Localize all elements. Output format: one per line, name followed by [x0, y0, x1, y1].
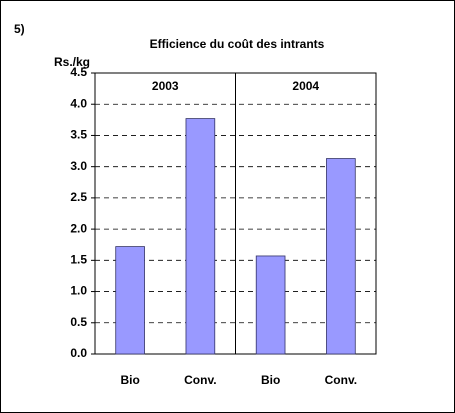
y-tick-label: 3.0	[70, 159, 87, 173]
bar	[255, 255, 286, 355]
y-tick-label: 1.5	[70, 253, 87, 267]
x-tick-label: Conv.	[184, 373, 216, 387]
bar	[115, 246, 145, 355]
y-axis-label: Rs./kg	[54, 55, 90, 69]
y-tick-label: 3.5	[70, 128, 87, 142]
y-tick-label: 1.0	[70, 284, 87, 298]
y-tick-label: 2.0	[70, 221, 87, 235]
y-tick-label: 2.5	[70, 190, 87, 204]
y-tick-label: 0.0	[70, 346, 87, 360]
bar	[185, 118, 216, 355]
y-tick-label: 4.0	[70, 96, 87, 110]
y-tick-label: 0.5	[70, 315, 87, 329]
x-tick-label: Bio	[261, 373, 280, 387]
bar	[326, 158, 356, 355]
x-tick-label: Bio	[120, 373, 139, 387]
chart-title: Efficience du coût des intrants	[150, 37, 325, 51]
group-label: 2004	[292, 79, 319, 93]
x-tick-label: Conv.	[325, 373, 357, 387]
group-label: 2003	[152, 79, 179, 93]
y-tick-label: 4.5	[70, 65, 87, 79]
panel-label: 5)	[14, 22, 25, 36]
